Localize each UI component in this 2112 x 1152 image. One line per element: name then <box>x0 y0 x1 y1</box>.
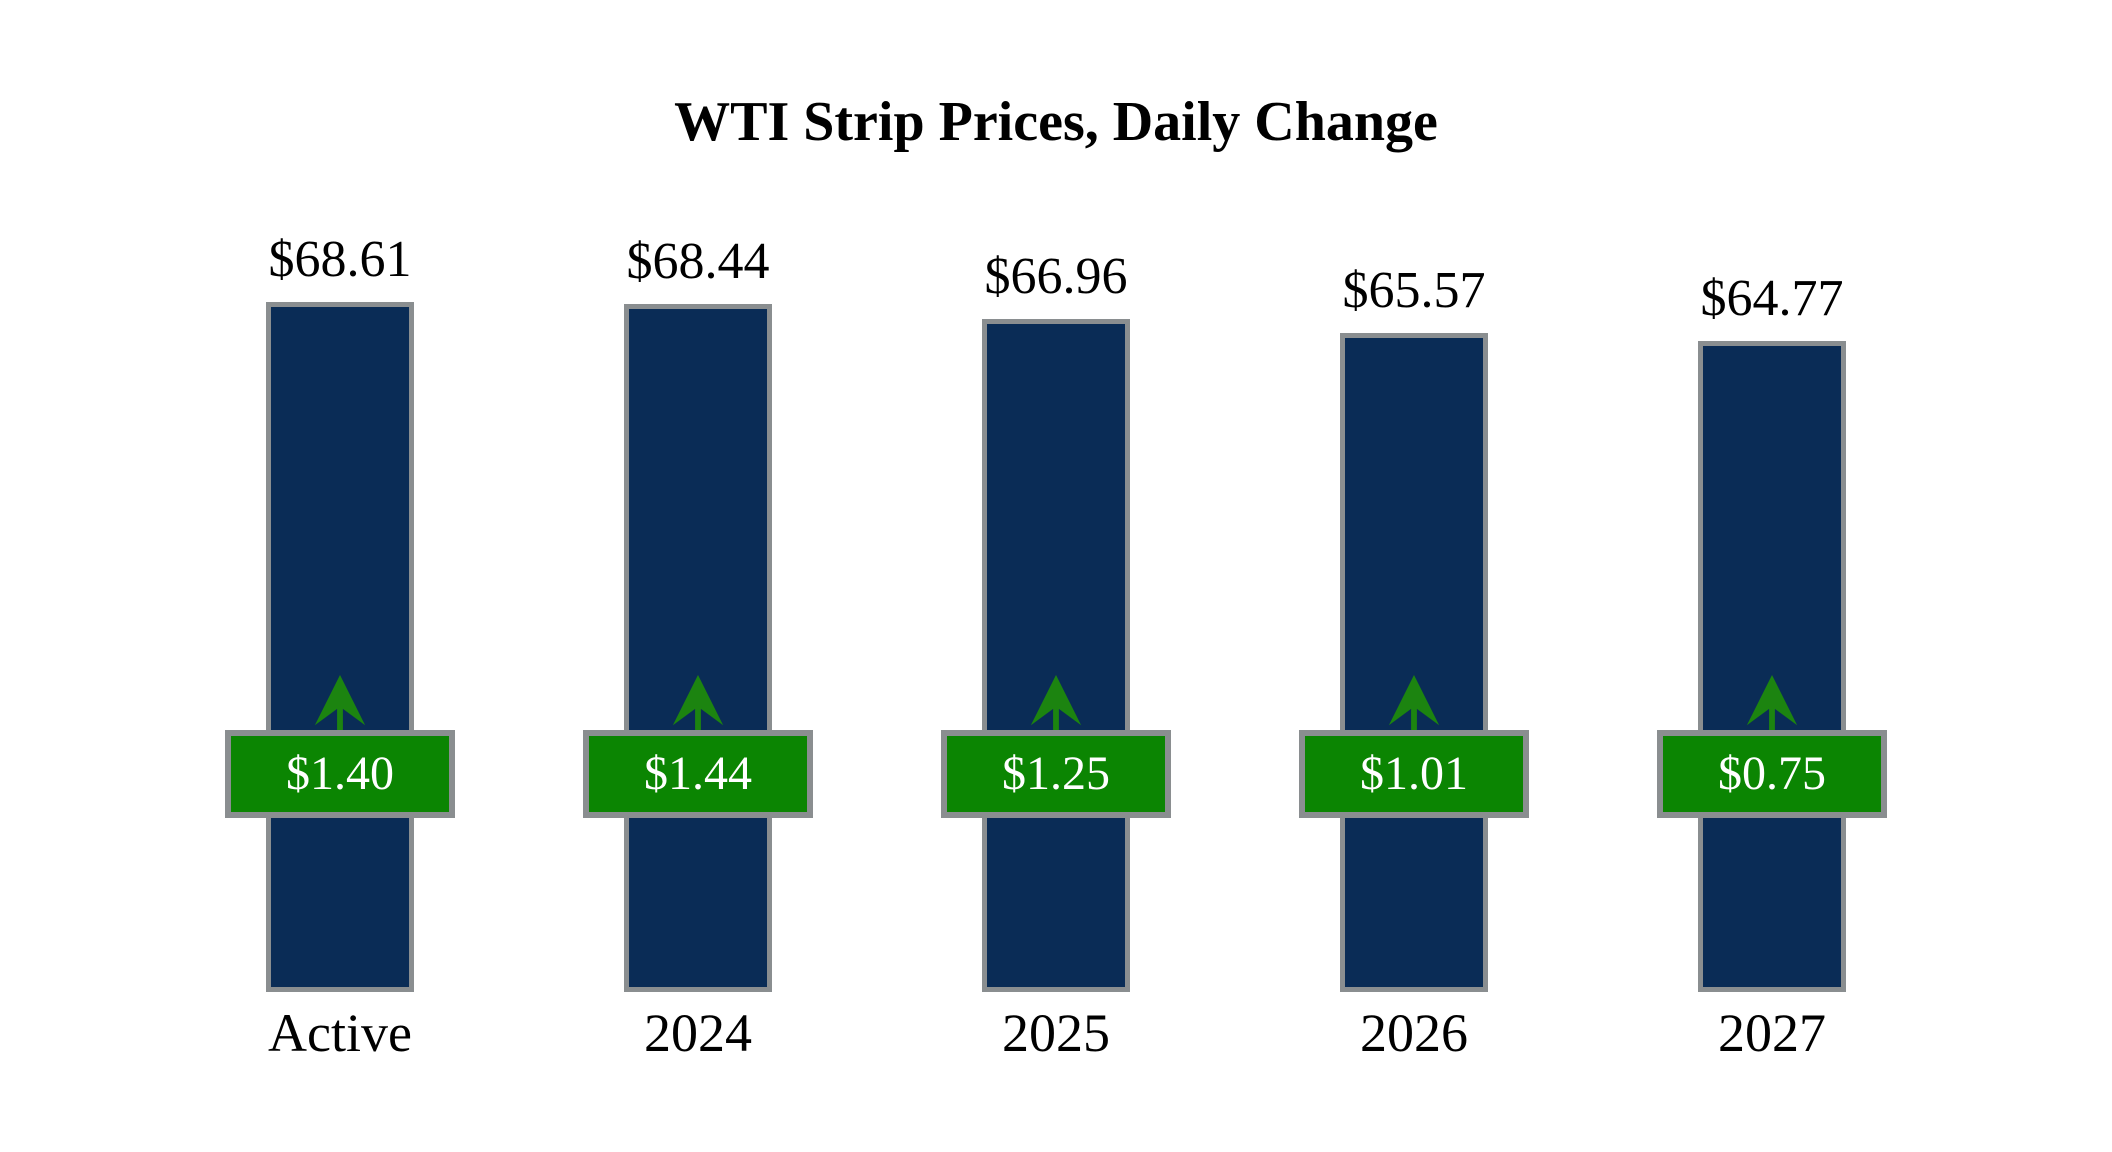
plot-area: $68.61 $1.40 Active $68.44 $1.44 2024 $6… <box>161 160 1951 1060</box>
category-label: Active <box>268 1003 412 1063</box>
bar <box>624 304 772 992</box>
bar-group-2024: $68.44 $1.44 2024 <box>519 160 877 1060</box>
change-label: $1.25 <box>1002 747 1110 800</box>
change-badge: $1.44 <box>583 730 813 818</box>
bar-group-2025: $66.96 $1.25 2025 <box>877 160 1235 1060</box>
category-label: 2024 <box>644 1003 752 1063</box>
category-label: 2025 <box>1002 1003 1110 1063</box>
up-arrow-icon <box>314 674 366 734</box>
bar <box>266 302 414 992</box>
bar-group-active: $68.61 $1.40 Active <box>161 160 519 1060</box>
change-badge: $0.75 <box>1657 730 1887 818</box>
price-label: $66.96 <box>984 248 1128 305</box>
bar <box>982 319 1130 992</box>
up-arrow-icon <box>1388 674 1440 734</box>
up-arrow-icon <box>1030 674 1082 734</box>
bar-group-2027: $64.77 $0.75 2027 <box>1593 160 1951 1060</box>
category-label: 2026 <box>1360 1003 1468 1063</box>
change-badge: $1.25 <box>941 730 1171 818</box>
change-label: $0.75 <box>1718 747 1826 800</box>
bar <box>1698 341 1846 992</box>
up-arrow-icon <box>672 674 724 734</box>
price-label: $68.61 <box>268 231 412 288</box>
up-arrow-icon <box>1746 674 1798 734</box>
chart-title: WTI Strip Prices, Daily Change <box>674 91 1438 153</box>
change-label: $1.44 <box>644 747 752 800</box>
bar <box>1340 333 1488 992</box>
price-label: $68.44 <box>626 233 770 290</box>
change-badge: $1.01 <box>1299 730 1529 818</box>
change-label: $1.40 <box>286 747 394 800</box>
price-label: $65.57 <box>1342 262 1486 319</box>
change-badge: $1.40 <box>225 730 455 818</box>
category-label: 2027 <box>1718 1003 1826 1063</box>
price-label: $64.77 <box>1700 270 1844 327</box>
bar-group-2026: $65.57 $1.01 2026 <box>1235 160 1593 1060</box>
change-label: $1.01 <box>1360 747 1468 800</box>
